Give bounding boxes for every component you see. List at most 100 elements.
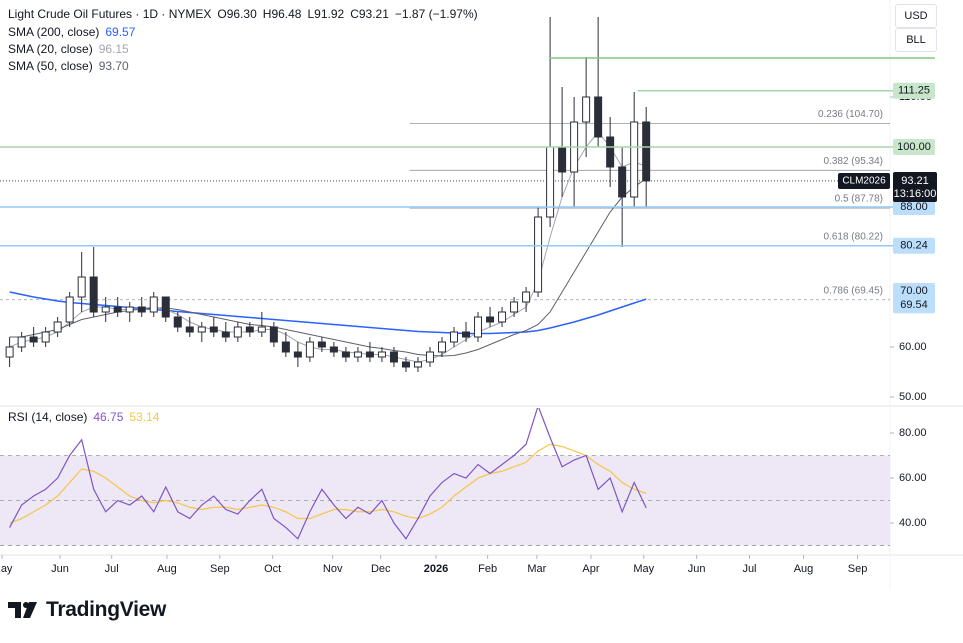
candle-body <box>329 346 338 353</box>
x-tick-label: Apr <box>582 563 599 575</box>
candle-body <box>221 331 230 338</box>
candle-body <box>534 216 543 293</box>
x-tick-label: Dec <box>371 563 391 575</box>
candle-body <box>437 341 446 353</box>
rsi-name: RSI (14, close) <box>8 410 88 424</box>
candle-body <box>425 351 434 363</box>
candle-body <box>185 326 194 333</box>
x-tick-label: Oct <box>264 563 281 575</box>
candle-body <box>474 316 483 338</box>
candle-body <box>53 321 62 333</box>
candle-body <box>510 301 519 313</box>
brand: TradingView <box>8 598 166 622</box>
candle-body <box>161 296 170 318</box>
candle-body <box>353 351 362 358</box>
candle-body <box>389 351 398 363</box>
ohlc-high: H96.48 <box>262 7 302 21</box>
rsi-line <box>9 408 647 540</box>
price-box <box>893 297 935 314</box>
level-label: 80.24 <box>900 240 928 252</box>
candle-body <box>450 331 459 343</box>
candle-body <box>197 326 206 333</box>
sma-value: 93.70 <box>98 59 129 73</box>
rsi-tick-label: 80.00 <box>899 427 927 439</box>
sma-legend-row: SMA (50, close) 93.70 <box>8 59 129 73</box>
candle-body <box>341 351 350 358</box>
candle-body <box>413 361 422 368</box>
candle-body <box>594 96 603 138</box>
currency-button[interactable]: USD <box>895 4 937 28</box>
sma-name: SMA (50, close) <box>8 59 93 73</box>
x-tick-label: Jun <box>51 563 69 575</box>
symbol-title: Light Crude Oil Futures · 1D · NYMEX <box>8 7 212 21</box>
x-tick-label: 2026 <box>424 563 448 575</box>
candle-body <box>522 291 531 303</box>
candle-body <box>149 296 158 313</box>
candle-body <box>281 341 290 353</box>
rsi-ma-line <box>9 443 647 524</box>
candle-body <box>401 361 410 368</box>
x-axis: May Jun Jul Aug Sep Oct Nov Dec 2026 Feb Mar Apr May… <box>0 555 867 575</box>
sma-legend-row: SMA (20, close) 96.15 <box>8 42 129 56</box>
countdown-label: 13:16:00 <box>894 188 937 200</box>
price-pane: 0.236 (104.70) 0.382 (95.34) 0.5 (87.78) 0.… <box>0 17 890 372</box>
candle-body <box>17 336 26 348</box>
candle-body <box>29 336 38 343</box>
candle-body <box>317 341 326 348</box>
level-box <box>893 199 935 215</box>
unit-button[interactable]: BLL <box>895 28 937 52</box>
brand-logo <box>8 602 37 618</box>
candle-body <box>486 316 495 323</box>
x-tick-label: Sep <box>848 563 868 575</box>
rsi-value: 46.75 <box>93 410 124 424</box>
x-tick-label: Jul <box>742 563 756 575</box>
candle-body <box>618 166 627 198</box>
candle-body <box>233 326 242 338</box>
level-label: 100.00 <box>897 141 931 153</box>
rsi-pane <box>0 408 890 546</box>
level-box <box>893 139 935 155</box>
x-tick-label: Jun <box>688 563 706 575</box>
candle-body <box>245 326 254 333</box>
rsi-band <box>0 455 890 546</box>
candle-body <box>606 136 615 168</box>
candle-body <box>209 326 218 333</box>
candle-body <box>41 331 50 343</box>
symbol-legend: Light Crude Oil Futures · 1D · NYMEX O96… <box>8 7 478 21</box>
sma-line <box>9 291 647 335</box>
level-label: 88.00 <box>900 201 928 213</box>
candle-body <box>173 316 182 328</box>
y-tick-label: 50.00 <box>899 391 927 403</box>
fib-label: 0.786 (69.45) <box>824 285 884 296</box>
candle-body <box>65 296 74 323</box>
fib-label: 0.382 (95.34) <box>824 156 884 167</box>
rsi-legend: RSI (14, close) 46.75 53.14 <box>8 410 159 424</box>
candle-body <box>365 351 374 358</box>
fib-label: 0.236 (104.70) <box>818 109 883 120</box>
sma-value: 96.15 <box>98 42 129 56</box>
candle-body <box>125 306 134 313</box>
x-tick-label: Aug <box>157 563 177 575</box>
fib-label: 0.5 (87.78) <box>835 194 883 205</box>
level-box <box>893 237 935 254</box>
candle-body <box>462 331 471 338</box>
symbol-label: CLM2026 <box>842 176 886 187</box>
candle-body <box>89 276 98 313</box>
x-tick-label: Feb <box>478 563 497 575</box>
candle-body <box>5 346 14 358</box>
ohlc-close: C93.21 <box>350 7 389 21</box>
last-price-label: 93.21 <box>901 175 929 187</box>
candle-body <box>137 306 146 313</box>
ohlc-open: O96.30 <box>217 7 257 21</box>
last-price-box <box>893 171 937 202</box>
sma-name: SMA (20, close) <box>8 42 93 56</box>
price-box-label: 69.54 <box>900 299 928 311</box>
x-tick-label: Mar <box>527 563 546 575</box>
ohlc-low: L91.92 <box>307 7 345 21</box>
candle-body <box>642 121 651 182</box>
rsi-ma-value: 53.14 <box>129 410 160 424</box>
x-tick-label: Aug <box>794 563 814 575</box>
x-tick-label: Nov <box>323 563 343 575</box>
candle-body <box>269 326 278 343</box>
